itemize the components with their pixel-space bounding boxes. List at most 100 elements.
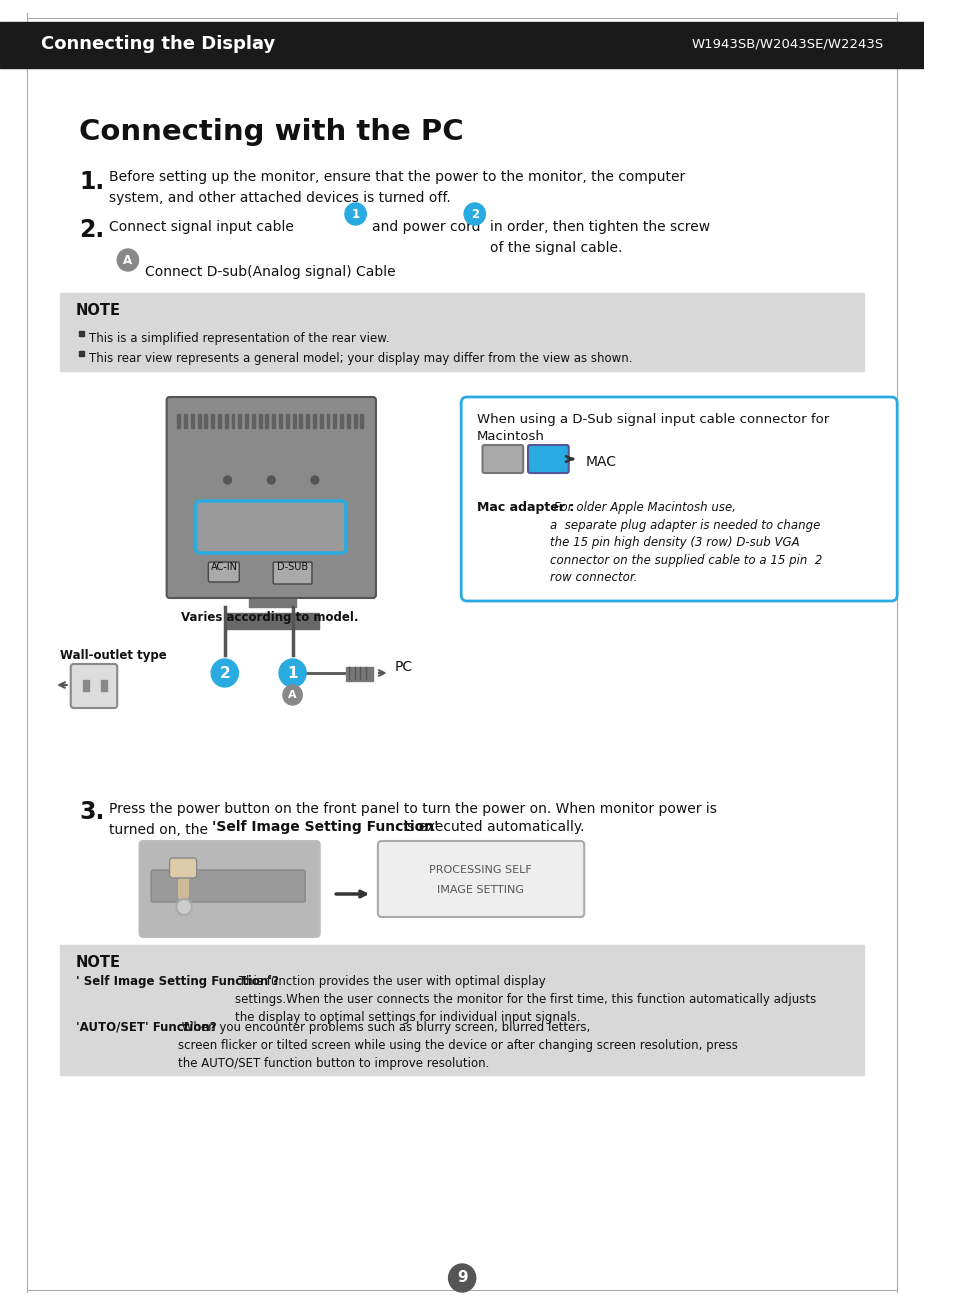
- Text: NOTE: NOTE: [75, 303, 120, 318]
- Text: 2.: 2.: [79, 218, 105, 241]
- Bar: [177, 414, 180, 428]
- Bar: [252, 414, 254, 428]
- Circle shape: [117, 249, 138, 271]
- FancyBboxPatch shape: [273, 562, 312, 585]
- Text: and power cord: and power cord: [372, 221, 480, 234]
- Text: Press the power button on the front panel to turn the power on. When monitor pow: Press the power button on the front pane…: [109, 803, 716, 837]
- Bar: [306, 414, 309, 428]
- Bar: [278, 414, 282, 428]
- Text: 1.: 1.: [79, 170, 105, 194]
- FancyBboxPatch shape: [528, 445, 568, 472]
- Text: 3.: 3.: [79, 800, 105, 823]
- Bar: [101, 680, 107, 692]
- Text: Varies according to model.: Varies according to model.: [181, 611, 358, 624]
- Bar: [360, 414, 363, 428]
- Bar: [226, 613, 318, 629]
- Bar: [79, 331, 84, 335]
- Text: Connect D-sub(Analog signal) Cable: Connect D-sub(Analog signal) Cable: [145, 265, 395, 279]
- Bar: [0, 22, 923, 68]
- Bar: [339, 414, 343, 428]
- Bar: [272, 414, 274, 428]
- Text: This is a simplified representation of the rear view.: This is a simplified representation of t…: [89, 331, 389, 345]
- FancyBboxPatch shape: [71, 664, 117, 709]
- FancyBboxPatch shape: [208, 562, 239, 582]
- Text: When you encounter problems such as blurry screen, blurred letters,
screen flick: When you encounter problems such as blur…: [178, 1021, 738, 1070]
- Bar: [249, 585, 295, 607]
- Bar: [238, 414, 241, 428]
- Text: is executed automatically.: is executed automatically.: [398, 820, 584, 834]
- Text: Power Button: Power Button: [188, 946, 271, 959]
- Text: IMAGE SETTING: IMAGE SETTING: [436, 885, 523, 895]
- FancyBboxPatch shape: [195, 501, 346, 553]
- Bar: [218, 414, 221, 428]
- Circle shape: [283, 685, 302, 705]
- Text: 2: 2: [470, 207, 478, 221]
- Text: A: A: [288, 690, 296, 699]
- Bar: [313, 414, 315, 428]
- Text: PC: PC: [394, 660, 412, 673]
- Circle shape: [448, 1265, 476, 1292]
- Text: D-SUB: D-SUB: [276, 562, 308, 572]
- FancyBboxPatch shape: [482, 445, 522, 472]
- Bar: [83, 680, 89, 692]
- Text: Connecting with the PC: Connecting with the PC: [79, 117, 463, 146]
- Circle shape: [211, 659, 238, 686]
- Bar: [299, 414, 302, 428]
- Circle shape: [278, 659, 306, 686]
- Text: When using a D-Sub signal input cable connector for
Macintosh: When using a D-Sub signal input cable co…: [476, 412, 828, 442]
- Circle shape: [345, 204, 366, 224]
- Text: Wall-outlet type: Wall-outlet type: [60, 649, 167, 662]
- Bar: [245, 414, 248, 428]
- Text: Connect signal input cable: Connect signal input cable: [109, 221, 294, 234]
- Text: 'Self Image Setting Function': 'Self Image Setting Function': [212, 820, 438, 834]
- Text: PROCESSING SELF: PROCESSING SELF: [429, 865, 532, 874]
- Text: This function provides the user with optimal display
settings.When the user conn: This function provides the user with opt…: [234, 975, 815, 1024]
- Bar: [258, 414, 261, 428]
- Bar: [60, 294, 863, 371]
- Text: 2: 2: [219, 666, 230, 680]
- Bar: [333, 414, 335, 428]
- Text: This rear view represents a general model; your display may differ from the view: This rear view represents a general mode…: [89, 352, 632, 365]
- Bar: [79, 351, 84, 356]
- Text: Before setting up the monitor, ensure that the power to the monitor, the compute: Before setting up the monitor, ensure th…: [109, 170, 684, 205]
- Bar: [326, 414, 329, 428]
- Circle shape: [267, 476, 274, 484]
- Text: ' Self Image Setting Function'?: ' Self Image Setting Function'?: [75, 975, 278, 988]
- Bar: [211, 414, 213, 428]
- Text: MAC: MAC: [584, 455, 616, 468]
- Bar: [354, 414, 356, 428]
- FancyBboxPatch shape: [139, 840, 319, 937]
- Bar: [60, 945, 863, 1075]
- Text: A: A: [123, 253, 132, 266]
- Bar: [347, 414, 350, 428]
- Bar: [225, 414, 228, 428]
- Bar: [265, 414, 268, 428]
- Bar: [191, 414, 193, 428]
- FancyBboxPatch shape: [167, 397, 375, 598]
- Text: Mac adapter :: Mac adapter :: [476, 501, 574, 514]
- Text: Connecting the Display: Connecting the Display: [41, 35, 274, 54]
- Bar: [232, 414, 234, 428]
- Bar: [293, 414, 295, 428]
- FancyBboxPatch shape: [377, 840, 583, 917]
- FancyBboxPatch shape: [151, 870, 305, 902]
- Text: in order, then tighten the screw
of the signal cable.: in order, then tighten the screw of the …: [490, 221, 710, 254]
- Text: NOTE: NOTE: [75, 955, 120, 970]
- Circle shape: [224, 476, 232, 484]
- Bar: [204, 414, 207, 428]
- Text: AC-IN: AC-IN: [211, 562, 238, 572]
- Text: 9: 9: [456, 1271, 467, 1285]
- Text: 'AUTO/SET' Function?: 'AUTO/SET' Function?: [75, 1021, 216, 1034]
- Circle shape: [311, 476, 318, 484]
- FancyBboxPatch shape: [460, 397, 896, 602]
- Bar: [197, 414, 200, 428]
- Circle shape: [176, 899, 192, 915]
- FancyBboxPatch shape: [170, 857, 196, 878]
- Text: W1943SB/W2043SE/W2243S: W1943SB/W2043SE/W2243S: [691, 38, 882, 51]
- Bar: [346, 667, 373, 681]
- Text: 1: 1: [351, 207, 359, 221]
- Circle shape: [463, 204, 485, 224]
- Bar: [184, 414, 187, 428]
- Text: 1: 1: [287, 666, 297, 680]
- Bar: [319, 414, 322, 428]
